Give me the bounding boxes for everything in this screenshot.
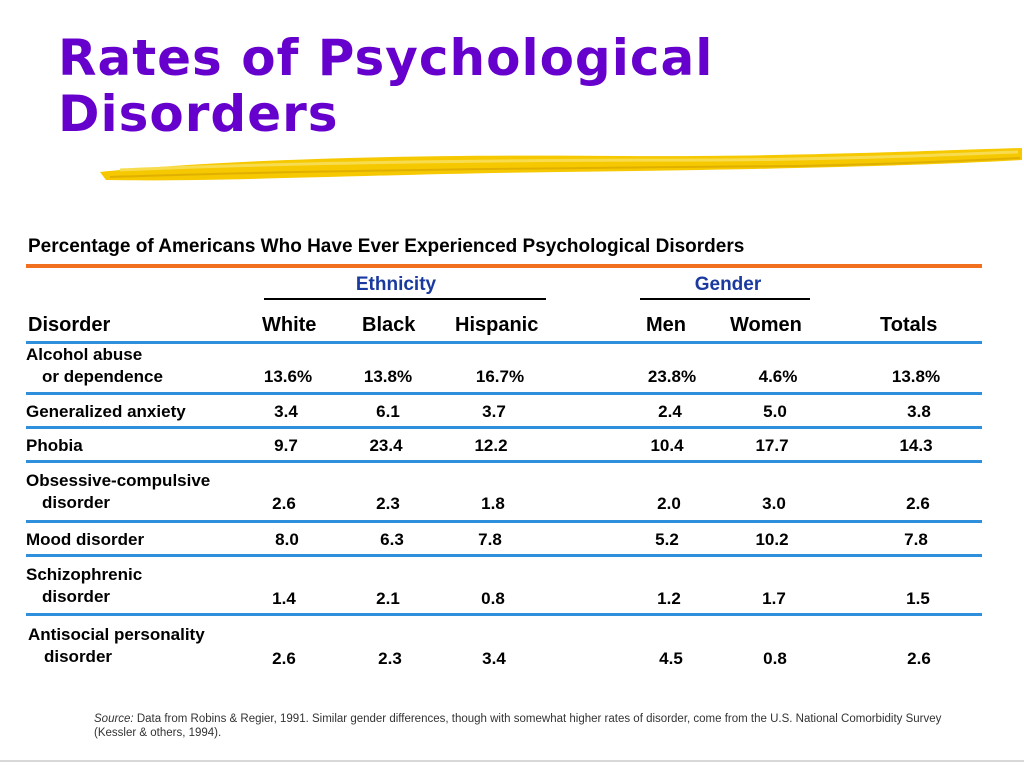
cell-white: 3.4 [274,402,298,421]
cell-black: 6.1 [376,402,400,421]
group-label-gender: Gender [694,274,762,295]
slide-title: Rates of Psychological Disorders [58,30,713,142]
cell-white: 1.4 [272,589,296,608]
cell-hispanic: 7.8 [478,530,502,549]
row-rule [26,426,982,429]
cell-men: 23.8% [647,367,697,386]
group-label-ethnicity: Ethnicity [355,274,437,295]
row-name-line-2: disorder [42,493,111,512]
cell-hispanic: 3.7 [482,402,506,421]
row-name-line-1: Mood disorder [26,530,145,549]
header-totals: Totals [880,314,938,336]
row-name: Generalized anxiety [26,401,186,423]
cell-women: 5.0 [763,402,787,421]
row-rule [26,520,982,523]
cell-totals: 1.5 [906,589,930,608]
source-label: Source: [94,713,134,725]
row-rule [26,613,982,616]
cell-hispanic: 1.8 [481,494,505,513]
cell-white: 2.6 [272,649,296,668]
header-black: Black [362,314,416,336]
row-name-line-2: disorder [42,587,111,606]
caption-rule [26,264,982,268]
row-rule [26,554,982,557]
cell-women: 17.7 [755,436,789,455]
cell-black: 23.4 [369,436,403,455]
row-name: Alcohol abuse or dependence [26,344,163,388]
row-name-line-2: or dependence [42,367,163,386]
row-name-line-1: Phobia [26,436,83,455]
cell-totals: 14.3 [899,436,933,455]
source-note: Source: Data from Robins & Regier, 1991.… [94,712,974,740]
cell-men: 2.4 [658,402,682,421]
cell-totals: 2.6 [907,649,931,668]
cell-black: 6.3 [380,530,404,549]
cell-totals: 7.8 [904,530,928,549]
cell-hispanic: 3.4 [482,649,506,668]
row-name-line-1: Antisocial personality [28,625,205,644]
cell-totals: 2.6 [906,494,930,513]
row-name: Phobia [26,435,83,457]
header-disorder: Disorder [28,314,111,336]
row-name: Schizophrenic disorder [26,564,142,608]
cell-black: 2.3 [376,494,400,513]
row-name-line-2: disorder [44,647,113,666]
row-name-line-1: Obsessive-compulsive [26,471,211,490]
header-hispanic: Hispanic [455,314,539,336]
cell-men: 2.0 [657,494,681,513]
cell-white: 8.0 [275,530,299,549]
row-name: Antisocial personality disorder [28,624,205,668]
highlight-stroke [100,148,1022,181]
cell-men: 10.4 [650,436,684,455]
cell-black: 2.1 [376,589,400,608]
title-line-1: Rates of Psychological [58,29,714,87]
row-name-line-1: Alcohol abuse [26,345,143,364]
footer-divider [0,760,1024,762]
header-women: Women [730,314,802,336]
row-name: Obsessive-compulsive disorder [26,470,210,514]
cell-totals: 3.8 [907,402,931,421]
cell-women: 10.2 [755,530,789,549]
cell-totals: 13.8% [891,367,941,386]
source-text: Data from Robins & Regier, 1991. Similar… [94,713,942,739]
cell-men: 5.2 [655,530,679,549]
title-line-2: Disorders [58,85,339,143]
cell-hispanic: 12.2 [474,436,508,455]
cell-hispanic: 16.7% [475,367,525,386]
cell-white: 13.6% [263,367,313,386]
table-caption: Percentage of Americans Who Have Ever Ex… [28,236,745,257]
cell-hispanic: 0.8 [481,589,505,608]
row-rule [26,460,982,463]
cell-white: 2.6 [272,494,296,513]
row-name-line-1: Schizophrenic [26,565,143,584]
row-name: Mood disorder [26,529,144,551]
cell-black: 2.3 [378,649,402,668]
cell-women: 4.6% [758,367,798,386]
row-rule [26,341,982,344]
cell-men: 4.5 [659,649,683,668]
group-line-ethnicity [264,298,546,300]
cell-black: 13.8% [363,367,413,386]
group-line-gender [640,298,810,300]
cell-women: 0.8 [763,649,787,668]
header-men: Men [646,314,686,336]
row-rule [26,392,982,395]
cell-men: 1.2 [657,589,681,608]
header-white: White [262,314,317,336]
row-name-line-1: Generalized anxiety [26,402,186,421]
cell-white: 9.7 [274,436,298,455]
cell-women: 3.0 [762,494,786,513]
cell-women: 1.7 [762,589,786,608]
